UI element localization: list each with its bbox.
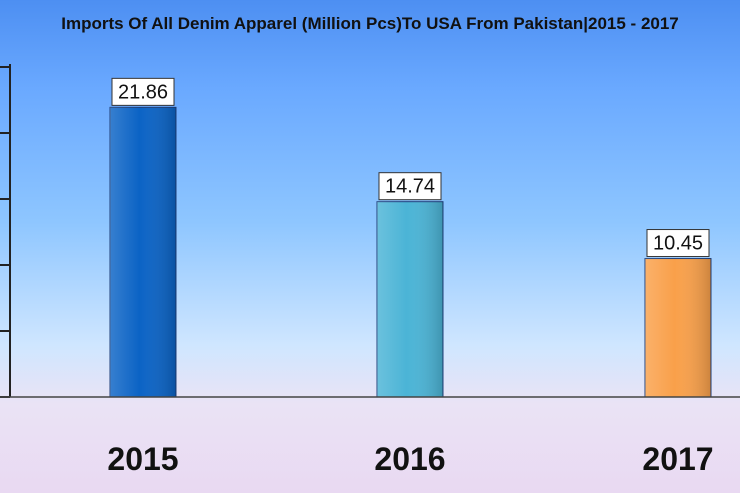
data-label-box xyxy=(646,229,710,258)
bar-shading xyxy=(377,201,443,397)
x-tick-label: 2016 xyxy=(374,441,445,477)
data-label-box xyxy=(111,77,175,106)
chart-title: Imports Of All Denim Apparel (Million Pc… xyxy=(61,14,679,33)
x-tick-label: 2017 xyxy=(642,441,713,477)
bar-shading xyxy=(645,258,711,397)
data-label: 14.74 xyxy=(385,176,435,198)
bar-shading xyxy=(110,107,176,397)
data-label: 21.86 xyxy=(118,81,168,103)
x-tick-label: 2015 xyxy=(107,441,178,477)
data-label: 10.45 xyxy=(653,233,703,255)
data-label-box xyxy=(378,172,442,201)
